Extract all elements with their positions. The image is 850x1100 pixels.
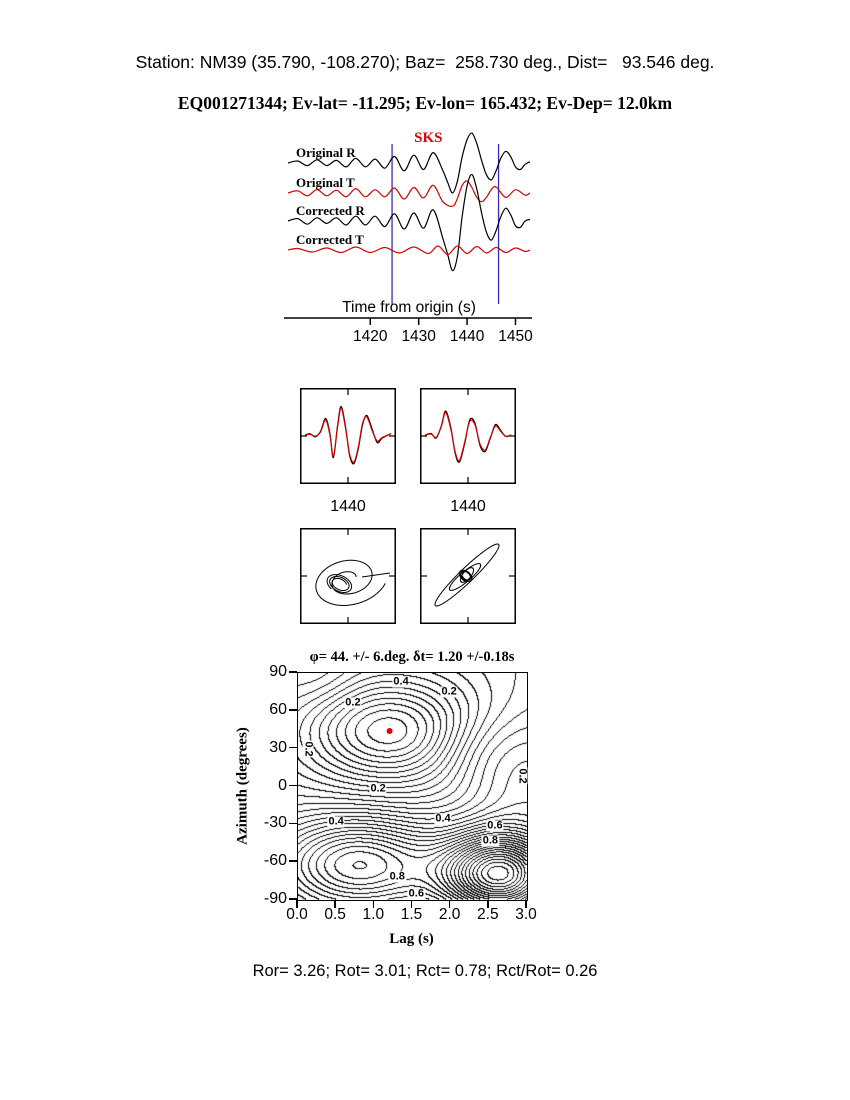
contour-y-tick (289, 822, 297, 825)
time-axis-tick-label: 1430 (401, 328, 436, 345)
contour-inline-label: 0.8 (388, 870, 406, 883)
contour-inline-label: 0.4 (327, 815, 345, 828)
motion-ellipse (434, 543, 500, 607)
contour-y-tick-label: -60 (263, 852, 287, 870)
waveform-compare-left (300, 388, 396, 484)
contour-xlabel: Lag (s) (389, 931, 434, 947)
motion-ellipse (460, 567, 474, 583)
contour-x-tick-label: 0.0 (286, 906, 308, 923)
contour-inline-label: 0.2 (440, 685, 458, 698)
contour-inline-label: 0.4 (392, 675, 410, 688)
panel-frame (420, 388, 516, 484)
motion-spiral (458, 569, 473, 583)
contour-y-tick (289, 671, 297, 673)
contour-inline-label: 0.2 (344, 696, 362, 709)
compare-left-xtick-label: 1440 (330, 498, 366, 515)
contour-y-tick (289, 746, 297, 749)
panel-frame (420, 528, 516, 624)
time-axis-tick-label: 1420 (353, 328, 388, 345)
panel-frame (300, 388, 396, 484)
contour-inline-label: 0.2 (369, 782, 387, 795)
motion-ellipse (448, 563, 482, 591)
motion-segment (361, 572, 391, 578)
contour-y-tick (289, 784, 297, 787)
particle-motion-right (420, 528, 516, 624)
contour-overlay (386, 728, 393, 735)
motion-spiral (315, 559, 386, 606)
contour-inline-label: 0.4 (434, 812, 452, 825)
best-fit-marker (386, 728, 393, 735)
trace-label: Corrected T (296, 232, 364, 247)
contour-y-tick (289, 709, 297, 711)
compare-right-xtick-label: 1440 (450, 498, 486, 515)
contour-x-tick-label: 2.0 (438, 906, 461, 923)
compare-trace-black (424, 410, 512, 463)
station-title: Station: NM39 (35.790, -108.270); Baz= 2… (135, 52, 715, 72)
contour-y-tick (289, 898, 297, 900)
contour-y-tick-label: -30 (263, 814, 287, 832)
contour-x-tick-label: 1.0 (362, 906, 385, 923)
contour-x-tick (525, 900, 527, 908)
contour-inline-label: 0.2 (516, 767, 529, 786)
particle-motion-left (300, 528, 396, 624)
panel-frame (300, 528, 396, 624)
contour-inline-label: 0.6 (407, 887, 425, 900)
contour-y-tick-label: -90 (263, 890, 287, 907)
contour-y-tick-label: 30 (269, 738, 287, 756)
contour-inline-label: 0.6 (486, 819, 504, 832)
contour-x-tick-label: 3.0 (515, 906, 537, 923)
stats-line: Ror= 3.26; Rot= 3.01; Rct= 0.78; Rct/Rot… (252, 962, 598, 980)
contour-y-tick (289, 860, 297, 862)
time-axis-tick-label: 1440 (450, 328, 485, 345)
trace-label: Corrected R (296, 203, 365, 218)
time-axis-title: Time from origin (s) (342, 299, 476, 316)
contour-x-tick-label: 1.5 (400, 906, 423, 923)
trace-label: Original T (296, 175, 355, 190)
trace-original-r (287, 132, 531, 194)
contour-title: φ= 44. +/- 6.deg. δt= 1.20 +/-0.18s (309, 649, 515, 665)
phase-label-sks: SKS (414, 130, 442, 146)
contour-x-tick (410, 900, 413, 908)
contour-x-tick-label: 2.5 (477, 906, 499, 923)
contour-x-tick (487, 900, 489, 908)
misfit-contour-panel: 0.4 0.2 0.2 0.2 0.2 0.2 0.4 0.4 0.6 0.8 0.8 0.6 (297, 672, 528, 901)
contour-x-tick (334, 900, 336, 908)
motion-spiral (326, 574, 353, 593)
contour-canvas (298, 673, 527, 900)
contour-y-tick-label: 90 (269, 663, 287, 680)
time-axis-tick-label: 1450 (498, 328, 533, 345)
trace-original-t (287, 180, 531, 207)
contour-y-tick-label: 0 (278, 776, 287, 794)
waveform-panel: 1420 1430 1440 1450 Time from origin (s) Orig… (284, 130, 533, 345)
waveform-compare-right (420, 388, 516, 484)
event-title: EQ001271344; Ev-lat= -11.295; Ev-lon= 16… (177, 93, 673, 113)
contour-x-tick (448, 900, 451, 908)
contour-x-tick-label: 0.5 (324, 906, 346, 923)
trace-label: Original R (296, 145, 356, 160)
contour-y-tick-label: 60 (269, 700, 287, 718)
contour-x-tick (296, 900, 298, 908)
contour-x-tick (372, 900, 375, 908)
trace-corrected-t (287, 245, 531, 256)
compare-trace-red (424, 411, 512, 462)
compare-trace-red (304, 407, 392, 463)
contour-inline-label: 0.2 (302, 740, 315, 758)
contour-inline-label: 0.8 (481, 834, 500, 847)
